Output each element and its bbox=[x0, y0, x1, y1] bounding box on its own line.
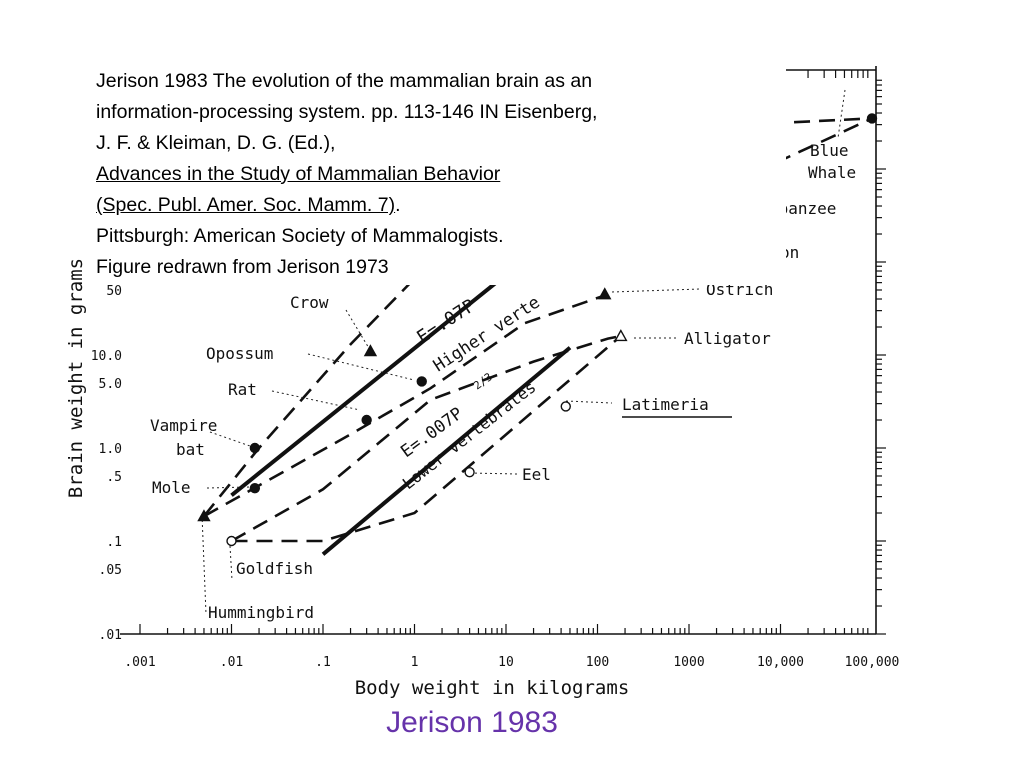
series-line-4 bbox=[231, 335, 622, 543]
citation-line-5: (Spec. Publ. Amer. Soc. Mamm. 7). bbox=[96, 190, 786, 221]
whale-leader bbox=[837, 89, 846, 139]
label-leaders bbox=[201, 89, 846, 615]
label-latimeria: Latimeria bbox=[622, 395, 709, 414]
x-tick-label-3: 1 bbox=[411, 655, 419, 670]
tick-marks bbox=[139, 70, 886, 635]
citation-line-6: Pittsburgh: American Society of Mammalog… bbox=[96, 225, 504, 247]
x-tick-labels: .001 .01 .1 1 10 100 1000 10,000 100,000 bbox=[124, 655, 899, 670]
y-tick-label-3: .5 bbox=[106, 470, 122, 485]
y-tick-label-0: .01 bbox=[99, 628, 122, 643]
y-tick-label-7: 50 bbox=[106, 284, 122, 299]
label-whale: Whale bbox=[808, 163, 856, 182]
y-tick-label-6: 10.0 bbox=[91, 349, 122, 364]
label-vampire: Vampire bbox=[150, 416, 217, 435]
line-label-exponent: 2/3 bbox=[471, 370, 495, 392]
point-ostrich bbox=[598, 287, 612, 300]
label-hummingbird: Hummingbird bbox=[208, 603, 314, 622]
x-tick-label-0: .001 bbox=[124, 655, 155, 670]
point-mole bbox=[249, 482, 261, 494]
vampire-leader bbox=[209, 431, 251, 447]
whale-guide-line-1 bbox=[752, 117, 873, 175]
point-hummingbird bbox=[197, 509, 211, 522]
label-opossum: Opossum bbox=[206, 344, 273, 363]
citation-line-1: Jerison 1983 The evolution of the mammal… bbox=[96, 70, 593, 92]
x-tick-label-2: .1 bbox=[315, 655, 331, 670]
citation-box: Jerison 1983 The evolution of the mammal… bbox=[90, 66, 786, 285]
series-line-5 bbox=[230, 334, 622, 543]
citation-period: . bbox=[395, 194, 401, 216]
label-mole: Mole bbox=[152, 478, 191, 497]
eel-leader bbox=[469, 472, 518, 475]
ostrich-leader bbox=[611, 288, 701, 293]
point-alligator bbox=[614, 329, 628, 342]
series-line-0 bbox=[230, 273, 508, 497]
series-lines bbox=[202, 117, 873, 556]
y-axis-title: Brain weight in grams bbox=[65, 258, 87, 498]
y-tick-labels: .01 .05 .1 .5 1.0 5.0 10.0 50 bbox=[91, 284, 122, 643]
series-line-1 bbox=[321, 346, 572, 556]
line-label-higher: Higher verte bbox=[430, 293, 544, 377]
point-goldfish bbox=[226, 535, 237, 547]
citation-link-title[interactable]: Advances in the Study of Mammalian Behav… bbox=[96, 163, 501, 185]
point-rat bbox=[361, 414, 372, 426]
x-tick-label-5: 100 bbox=[586, 655, 609, 670]
label-blue: Blue bbox=[810, 141, 849, 160]
y-tick-label-5: 5.0 bbox=[99, 377, 122, 392]
y-tick-label-2: .1 bbox=[106, 535, 122, 550]
label-alligator: Alligator bbox=[684, 329, 771, 348]
citation-line-2: information-processing system. pp. 113-1… bbox=[96, 101, 598, 123]
latimeria-leader bbox=[565, 400, 613, 404]
y-tick-label-1: .05 bbox=[99, 563, 122, 578]
series-line-3 bbox=[203, 293, 609, 518]
slide-title: Jerison 1983 bbox=[386, 706, 558, 739]
data-points bbox=[197, 113, 878, 547]
citation-line-7: Figure redrawn from Jerison 1973 bbox=[96, 256, 389, 278]
x-axis-title: Body weight in kilograms bbox=[355, 677, 630, 699]
point-vampire-bat bbox=[249, 442, 261, 454]
series-line-2 bbox=[202, 261, 432, 518]
rat-leader bbox=[271, 390, 361, 411]
label-crow: Crow bbox=[290, 293, 329, 312]
goldfish-leader bbox=[229, 545, 233, 581]
label-bat: bat bbox=[176, 440, 205, 459]
x-tick-label-8: 100,000 bbox=[845, 655, 900, 670]
whale-guide-line-0 bbox=[744, 117, 873, 126]
point-blue-whale bbox=[866, 113, 878, 124]
x-tick-label-1: .01 bbox=[220, 655, 243, 670]
mole-leader bbox=[206, 486, 251, 489]
label-rat: Rat bbox=[228, 380, 257, 399]
opossum-leader bbox=[307, 353, 415, 381]
point-latimeria bbox=[560, 401, 571, 412]
citation-link-series[interactable]: (Spec. Publ. Amer. Soc. Mamm. 7) bbox=[96, 194, 396, 216]
citation-line-3: J. F. & Kleiman, D. G. (Ed.), bbox=[96, 132, 336, 154]
point-opossum bbox=[416, 376, 427, 387]
x-tick-label-4: 10 bbox=[498, 655, 514, 670]
y-tick-label-4: 1.0 bbox=[99, 442, 122, 457]
hummingbird-leader bbox=[201, 514, 207, 615]
point-crow bbox=[363, 344, 378, 357]
label-goldfish: Goldfish bbox=[236, 559, 313, 578]
x-tick-label-7: 10,000 bbox=[757, 655, 804, 670]
plot-frame bbox=[120, 66, 877, 635]
x-tick-label-6: 1000 bbox=[673, 655, 704, 670]
label-eel: Eel bbox=[522, 465, 551, 484]
point-eel bbox=[464, 466, 475, 478]
